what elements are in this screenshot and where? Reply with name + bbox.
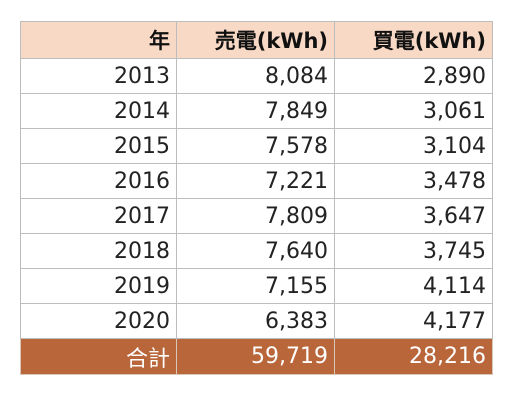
table-row: 2016 7,221 3,478 — [20, 163, 493, 199]
header-year: 年 — [20, 21, 177, 59]
cell-bought: 3,061 — [334, 93, 493, 129]
table-body: 2013 8,084 2,890 2014 7,849 3,061 2015 7… — [20, 58, 493, 339]
cell-sold: 7,640 — [176, 233, 335, 269]
power-table: 年 売電(kWh) 買電(kWh) 2013 8,084 2,890 2014 … — [20, 21, 493, 375]
cell-sold: 8,084 — [176, 58, 335, 94]
cell-bought: 3,745 — [334, 233, 493, 269]
cell-sold: 7,221 — [176, 163, 335, 199]
table-row: 2020 6,383 4,177 — [20, 303, 493, 339]
cell-year: 2018 — [20, 233, 177, 269]
total-row: 合計 59,719 28,216 — [20, 338, 493, 375]
cell-year: 2017 — [20, 198, 177, 234]
table-header: 年 売電(kWh) 買電(kWh) — [20, 21, 493, 59]
header-bought-kwh: 買電(kWh) — [334, 21, 493, 59]
cell-bought: 2,890 — [334, 58, 493, 94]
table-footer: 合計 59,719 28,216 — [20, 338, 493, 375]
cell-year: 2020 — [20, 303, 177, 339]
table-row: 2015 7,578 3,104 — [20, 128, 493, 164]
table-row: 2019 7,155 4,114 — [20, 268, 493, 304]
cell-year: 2014 — [20, 93, 177, 129]
cell-bought: 3,104 — [334, 128, 493, 164]
cell-sold: 7,155 — [176, 268, 335, 304]
total-label: 合計 — [20, 338, 177, 375]
cell-bought: 4,177 — [334, 303, 493, 339]
table-row: 2017 7,809 3,647 — [20, 198, 493, 234]
table-row: 2014 7,849 3,061 — [20, 93, 493, 129]
cell-bought: 3,478 — [334, 163, 493, 199]
cell-year: 2019 — [20, 268, 177, 304]
header-sold-kwh: 売電(kWh) — [176, 21, 335, 59]
cell-year: 2016 — [20, 163, 177, 199]
cell-year: 2013 — [20, 58, 177, 94]
cell-bought: 3,647 — [334, 198, 493, 234]
table-row: 2018 7,640 3,745 — [20, 233, 493, 269]
cell-sold: 7,578 — [176, 128, 335, 164]
cell-year: 2015 — [20, 128, 177, 164]
cell-sold: 6,383 — [176, 303, 335, 339]
total-bought: 28,216 — [334, 338, 493, 375]
table-row: 2013 8,084 2,890 — [20, 58, 493, 94]
cell-sold: 7,849 — [176, 93, 335, 129]
cell-sold: 7,809 — [176, 198, 335, 234]
cell-bought: 4,114 — [334, 268, 493, 304]
header-row: 年 売電(kWh) 買電(kWh) — [20, 21, 493, 59]
total-sold: 59,719 — [176, 338, 335, 375]
